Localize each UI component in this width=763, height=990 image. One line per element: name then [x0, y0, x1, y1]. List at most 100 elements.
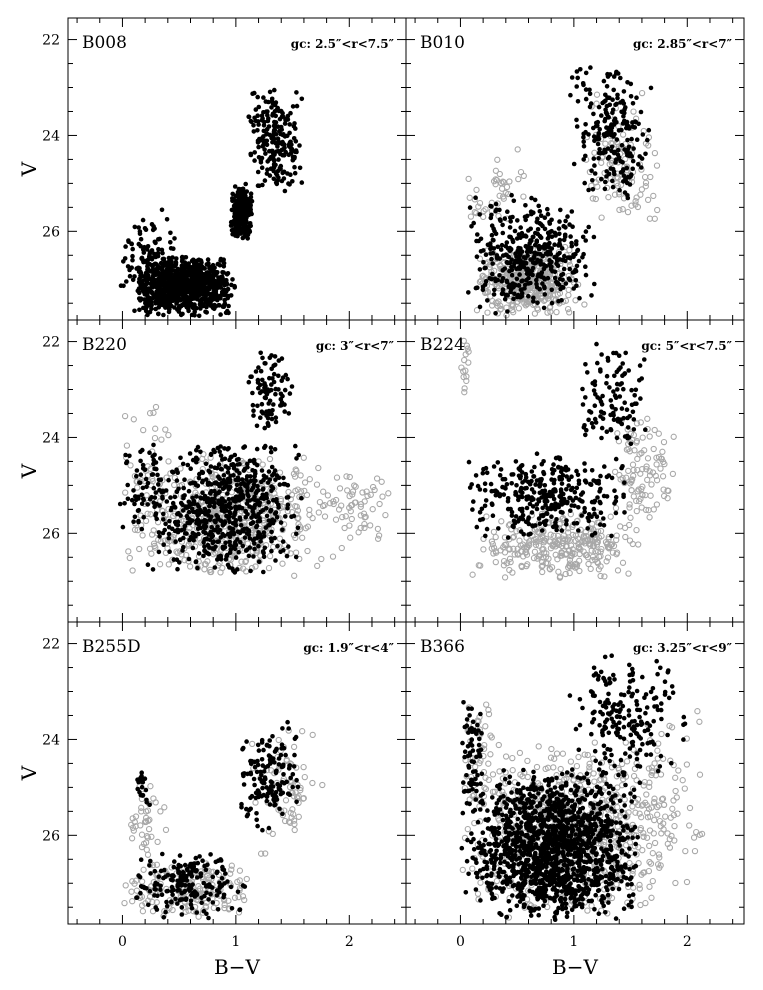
data-point-open [540, 297, 548, 304]
data-point-filled [524, 485, 529, 491]
data-point-filled [258, 539, 263, 544]
data-point-open [369, 506, 376, 513]
data-point-open [293, 503, 300, 510]
data-point-filled [509, 472, 514, 477]
data-point-filled [244, 209, 249, 215]
data-point-open [265, 564, 273, 572]
data-point-filled [625, 152, 630, 158]
data-point-filled [259, 468, 265, 473]
data-point-filled [229, 207, 235, 213]
data-point-filled [534, 506, 540, 512]
data-point-filled [642, 357, 647, 362]
data-point-filled [233, 555, 239, 560]
data-point-filled [477, 304, 483, 310]
data-point-filled [190, 530, 196, 536]
data-point-open [639, 434, 646, 441]
data-point-filled [590, 187, 596, 192]
data-point-filled [259, 155, 265, 161]
data-point-filled [219, 289, 225, 295]
data-point-filled [212, 518, 217, 524]
data-point-filled [578, 67, 583, 72]
data-point-filled [281, 548, 286, 553]
data-point-filled [285, 171, 290, 176]
data-point-open [165, 431, 172, 439]
data-point-filled [143, 305, 148, 311]
data-point-filled [294, 90, 299, 95]
data-point-filled [258, 415, 263, 421]
data-point-filled [549, 246, 555, 251]
data-point-filled [139, 255, 145, 261]
data-point-filled [499, 242, 505, 248]
data-point-filled [561, 223, 566, 229]
data-point-filled [469, 224, 474, 229]
data-point-filled [171, 246, 176, 251]
data-point-filled [273, 510, 279, 515]
data-point-filled [250, 468, 255, 473]
data-point-filled [223, 503, 229, 509]
panels-layer [117, 65, 706, 922]
data-point-open [645, 142, 652, 149]
data-point-filled [474, 254, 480, 259]
data-point-filled [211, 447, 216, 453]
data-point-filled [510, 285, 516, 290]
data-point-filled [248, 191, 254, 196]
data-point-filled [132, 514, 138, 520]
data-point-filled [284, 553, 290, 559]
data-point-filled [273, 558, 278, 563]
data-point-open [652, 472, 659, 480]
data-point-filled [248, 204, 253, 210]
data-point-filled [586, 224, 591, 230]
data-point-filled [588, 65, 593, 70]
data-point-filled [206, 480, 212, 486]
data-point-filled [505, 496, 511, 501]
data-point-open [376, 500, 383, 508]
data-point-open [510, 545, 517, 552]
data-point-filled [160, 278, 166, 284]
data-point-filled [255, 483, 260, 489]
data-point-filled [271, 176, 277, 182]
data-point-filled [263, 99, 269, 104]
data-point-filled [283, 514, 288, 519]
data-point-filled [526, 494, 531, 499]
data-point-filled [467, 205, 473, 210]
data-point-filled [228, 223, 234, 228]
data-point-filled [470, 507, 475, 512]
data-point-filled [282, 409, 288, 414]
data-point-open [637, 419, 644, 426]
data-point-filled [514, 236, 520, 241]
data-point-filled [150, 472, 156, 477]
data-point-open [669, 470, 677, 478]
data-point-filled [555, 280, 561, 286]
data-point-open [228, 489, 235, 496]
data-point-filled [282, 121, 288, 126]
data-point-filled [272, 354, 278, 359]
data-point-filled [273, 415, 279, 421]
data-point-open [591, 149, 598, 156]
data-point-open [266, 552, 274, 560]
data-point-filled [250, 91, 255, 96]
data-point-filled [224, 508, 229, 513]
data-point-filled [136, 519, 141, 525]
data-point-filled [167, 549, 172, 554]
data-point-filled [502, 296, 508, 302]
panel-b008 [118, 87, 305, 319]
data-point-open [301, 479, 309, 486]
data-point-filled [279, 127, 285, 132]
data-point-open [338, 544, 345, 552]
data-point-open [603, 558, 610, 565]
data-point-filled [236, 504, 242, 510]
data-point-filled [255, 94, 260, 100]
data-point-filled [590, 178, 595, 183]
data-point-filled [261, 134, 266, 139]
data-point-filled [280, 152, 286, 158]
data-point-filled [253, 107, 259, 112]
data-point-open [539, 562, 546, 569]
data-point-filled [150, 269, 156, 274]
data-point-filled [590, 425, 596, 430]
data-point-filled [192, 309, 197, 315]
data-point-filled [121, 283, 126, 289]
data-point-filled [140, 247, 146, 252]
data-point-open [320, 488, 327, 495]
data-point-filled [630, 166, 635, 172]
data-point-filled [132, 501, 137, 507]
